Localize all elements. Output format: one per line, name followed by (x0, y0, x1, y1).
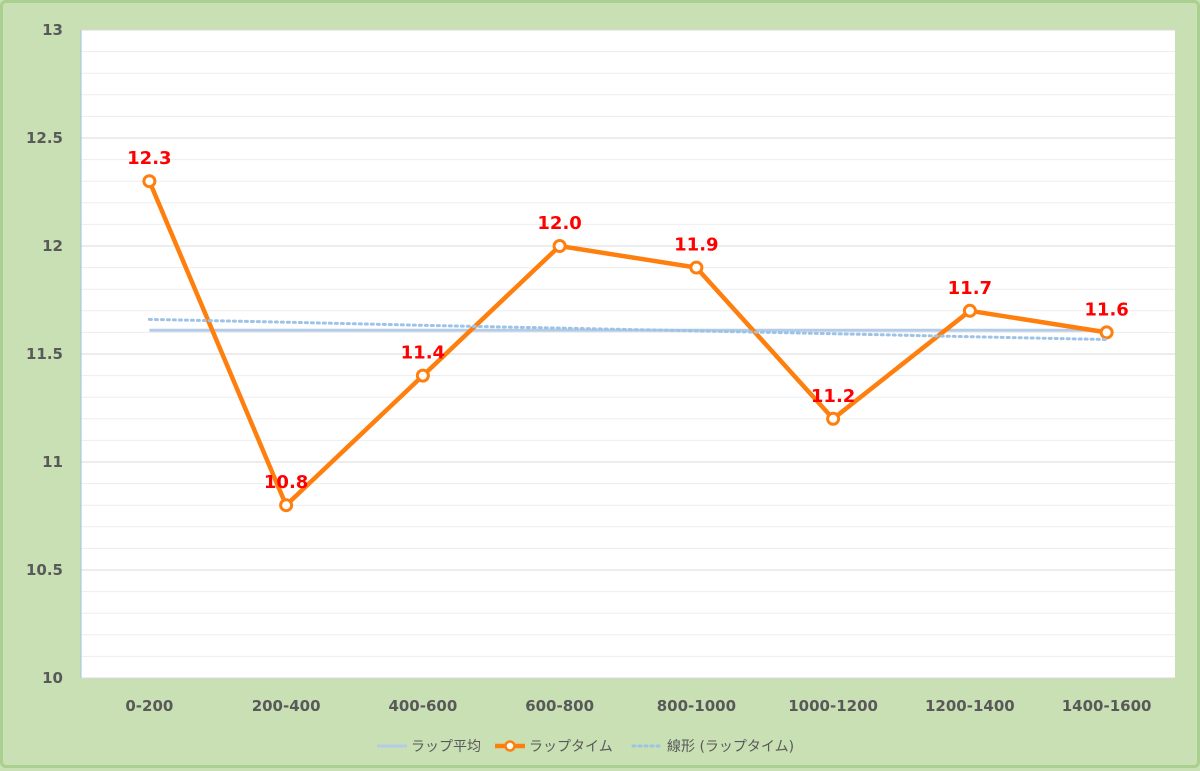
data-labels: 12.3 10.8 11.4 12.0 11.9 11.2 11.7 11.6 (127, 148, 1129, 493)
y-tick-label: 12 (42, 237, 63, 255)
x-tick-label: 400-600 (388, 697, 457, 715)
data-point-marker (1099, 325, 1114, 340)
data-point-marker (962, 303, 977, 318)
data-point-marker (826, 411, 841, 426)
data-label: 11.6 (1084, 299, 1128, 320)
series-line-2 (147, 317, 1109, 341)
y-tick-label: 12.5 (26, 129, 63, 147)
legend-label: ラップタイム (529, 739, 613, 755)
data-label: 12.3 (127, 148, 171, 169)
x-tick-label: 0-200 (125, 697, 173, 715)
legend-item-1: ラップタイム (495, 739, 613, 755)
x-tick-label: 200-400 (252, 697, 321, 715)
data-point-marker (279, 498, 294, 513)
y-tick-label: 11.5 (26, 345, 63, 363)
data-point-marker (689, 260, 704, 275)
data-point-marker (552, 239, 567, 253)
legend-label: 線形 (ラップタイム) (667, 739, 794, 755)
legend-marker (504, 740, 516, 752)
data-label: 11.4 (401, 343, 445, 364)
x-tick-label: 600-800 (525, 697, 594, 715)
legend: ラップ平均 ラップタイム 線形 (ラップタイム) (377, 739, 794, 755)
series (142, 174, 1114, 513)
legend-label: ラップ平均 (411, 739, 481, 755)
y-tick-label: 10.5 (26, 561, 63, 579)
legend-item-2: 線形 (ラップタイム) (631, 739, 794, 755)
y-tick-label: 13 (42, 21, 63, 39)
data-point-marker (142, 174, 157, 189)
legend-item-0: ラップ平均 (377, 739, 481, 755)
y-tick-labels: 10 10.5 11 11.5 12 12.5 13 (26, 21, 63, 687)
data-label: 10.8 (264, 472, 308, 493)
y-tick-label: 10 (42, 669, 63, 687)
x-tick-labels: 0-200 200-400 400-600 600-800 800-1000 1000-1… (125, 697, 1151, 715)
x-tick-label: 800-1000 (657, 697, 736, 715)
x-tick-label: 1000-1200 (788, 697, 878, 715)
series-line-1 (147, 180, 1107, 508)
y-tick-label: 11 (42, 453, 63, 471)
x-tick-label: 1400-1600 (1062, 697, 1152, 715)
data-label: 12.0 (537, 213, 581, 234)
data-label: 11.7 (948, 278, 992, 299)
data-label: 11.2 (811, 386, 855, 407)
gridlines (81, 29, 1175, 679)
lap-time-chart: 10 10.5 11 11.5 12 12.5 13 0-200 200-400 400-600… (26, 21, 1175, 755)
data-point-marker (415, 368, 430, 383)
data-label: 11.9 (674, 235, 718, 256)
x-tick-label: 1200-1400 (925, 697, 1015, 715)
